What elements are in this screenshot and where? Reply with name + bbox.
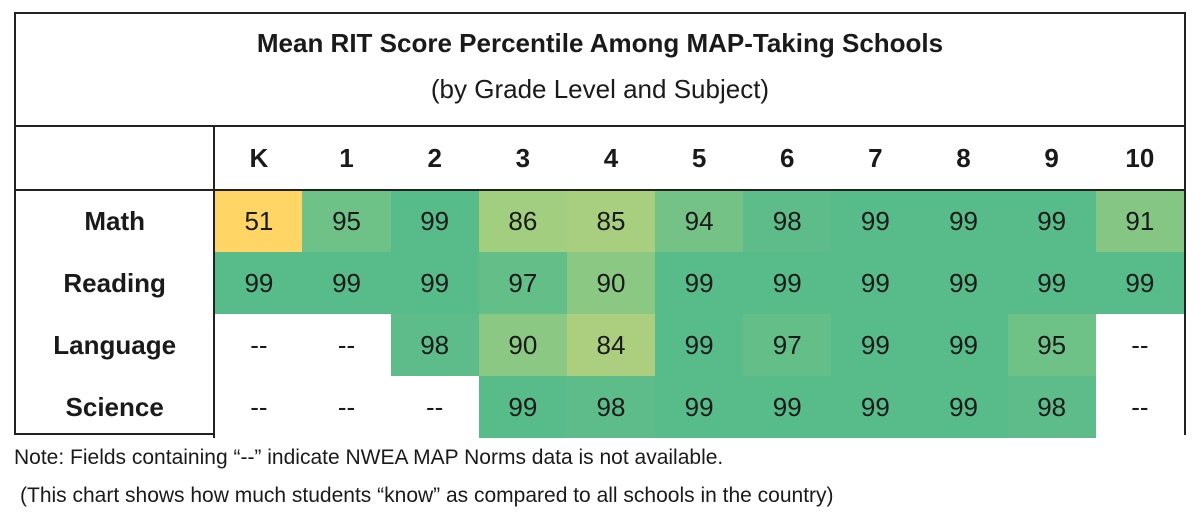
subject-label: Language (16, 314, 216, 376)
percentile-cell: 98 (1007, 376, 1096, 438)
subject-row: Science -- -- -- 99 98 99 99 99 99 98 -- (16, 376, 1184, 438)
percentile-cell: 99 (831, 190, 920, 252)
percentile-cell: -- (1095, 376, 1184, 438)
percentile-cell: 98 (743, 190, 832, 252)
grade-header: 1 (302, 127, 391, 191)
percentile-cell: 90 (566, 252, 656, 314)
footnote-availability: Note: Fields containing “--” indicate NW… (14, 446, 724, 469)
percentile-cell: 94 (655, 190, 744, 252)
subject-label: Reading (16, 252, 216, 314)
table-body: Math 51 95 99 86 85 94 98 99 99 99 91 Reading 99 99 99 9… (16, 190, 1184, 438)
percentile-cell: 51 (214, 190, 303, 252)
percentile-cell: 99 (1007, 252, 1096, 314)
percentile-cell: 98 (566, 376, 656, 438)
percentile-cell: 90 (478, 314, 567, 376)
percentile-cell: 98 (390, 314, 479, 376)
percentile-cell: 99 (743, 252, 832, 314)
percentile-cell: 99 (743, 376, 832, 438)
subject-label: Science (16, 376, 216, 438)
percentile-cell: 97 (743, 314, 832, 376)
percentile-cell: 99 (214, 252, 303, 314)
percentile-table: K 1 2 3 4 5 6 7 8 9 10 Math 51 95 99 86 85 94 9… (16, 127, 1184, 438)
percentile-cell: 99 (919, 190, 1008, 252)
grade-header: K (214, 127, 303, 191)
chart-title: Mean RIT Score Percentile Among MAP-Taki… (256, 28, 944, 58)
percentile-cell: 99 (1095, 252, 1184, 314)
grade-header: 5 (655, 127, 744, 191)
percentile-cell: 99 (831, 252, 920, 314)
percentile-cell: 99 (390, 190, 479, 252)
subject-label: Math (16, 190, 216, 252)
percentile-cell: -- (214, 376, 303, 438)
percentile-cell: 95 (1007, 314, 1096, 376)
percentile-cell: 99 (655, 252, 744, 314)
chart-subtitle: (by Grade Level and Subject) (430, 74, 770, 104)
percentile-cell: 84 (566, 314, 656, 376)
grade-header: 4 (566, 127, 656, 191)
subject-row: Reading 99 99 99 97 90 99 99 99 99 99 99 (16, 252, 1184, 314)
percentile-cell: 86 (478, 190, 567, 252)
subject-row: Language -- -- 98 90 84 99 97 99 99 95 -- (16, 314, 1184, 376)
percentile-cell: 99 (390, 252, 479, 314)
grade-header: 3 (478, 127, 567, 191)
percentile-cell: 99 (919, 376, 1008, 438)
subject-row: Math 51 95 99 86 85 94 98 99 99 99 91 (16, 190, 1184, 252)
percentile-cell: -- (1095, 314, 1184, 376)
percentile-cell: 95 (302, 190, 391, 252)
grade-header: 7 (831, 127, 920, 191)
grade-header: 8 (919, 127, 1008, 191)
grade-header-row: K 1 2 3 4 5 6 7 8 9 10 (16, 127, 1184, 191)
percentile-cell: 99 (831, 376, 920, 438)
grade-header: 9 (1007, 127, 1096, 191)
percentile-cell: 99 (478, 376, 567, 438)
percentile-cell: 99 (919, 314, 1008, 376)
grade-header: 10 (1095, 127, 1184, 191)
percentile-cell: 97 (478, 252, 567, 314)
percentile-cell: 99 (655, 376, 744, 438)
corner-cell (16, 127, 216, 191)
percentile-cell: 85 (566, 190, 656, 252)
percentile-cell: 99 (655, 314, 744, 376)
percentile-cell: -- (214, 314, 303, 376)
percentile-cell: -- (302, 376, 391, 438)
percentile-cell: -- (302, 314, 391, 376)
percentile-cell: 99 (1007, 190, 1096, 252)
percentile-cell: 99 (831, 314, 920, 376)
percentile-cell: 99 (302, 252, 391, 314)
grade-header: 2 (390, 127, 479, 191)
chart-frame: Mean RIT Score Percentile Among MAP-Taki… (14, 12, 1186, 438)
grade-header: 6 (743, 127, 832, 191)
percentile-cell: 99 (919, 252, 1008, 314)
title-block: Mean RIT Score Percentile Among MAP-Taki… (16, 14, 1184, 127)
percentile-cell: -- (390, 376, 479, 438)
footnote-explanation: (This chart shows how much students “kno… (20, 484, 834, 507)
percentile-cell: 91 (1095, 190, 1184, 252)
